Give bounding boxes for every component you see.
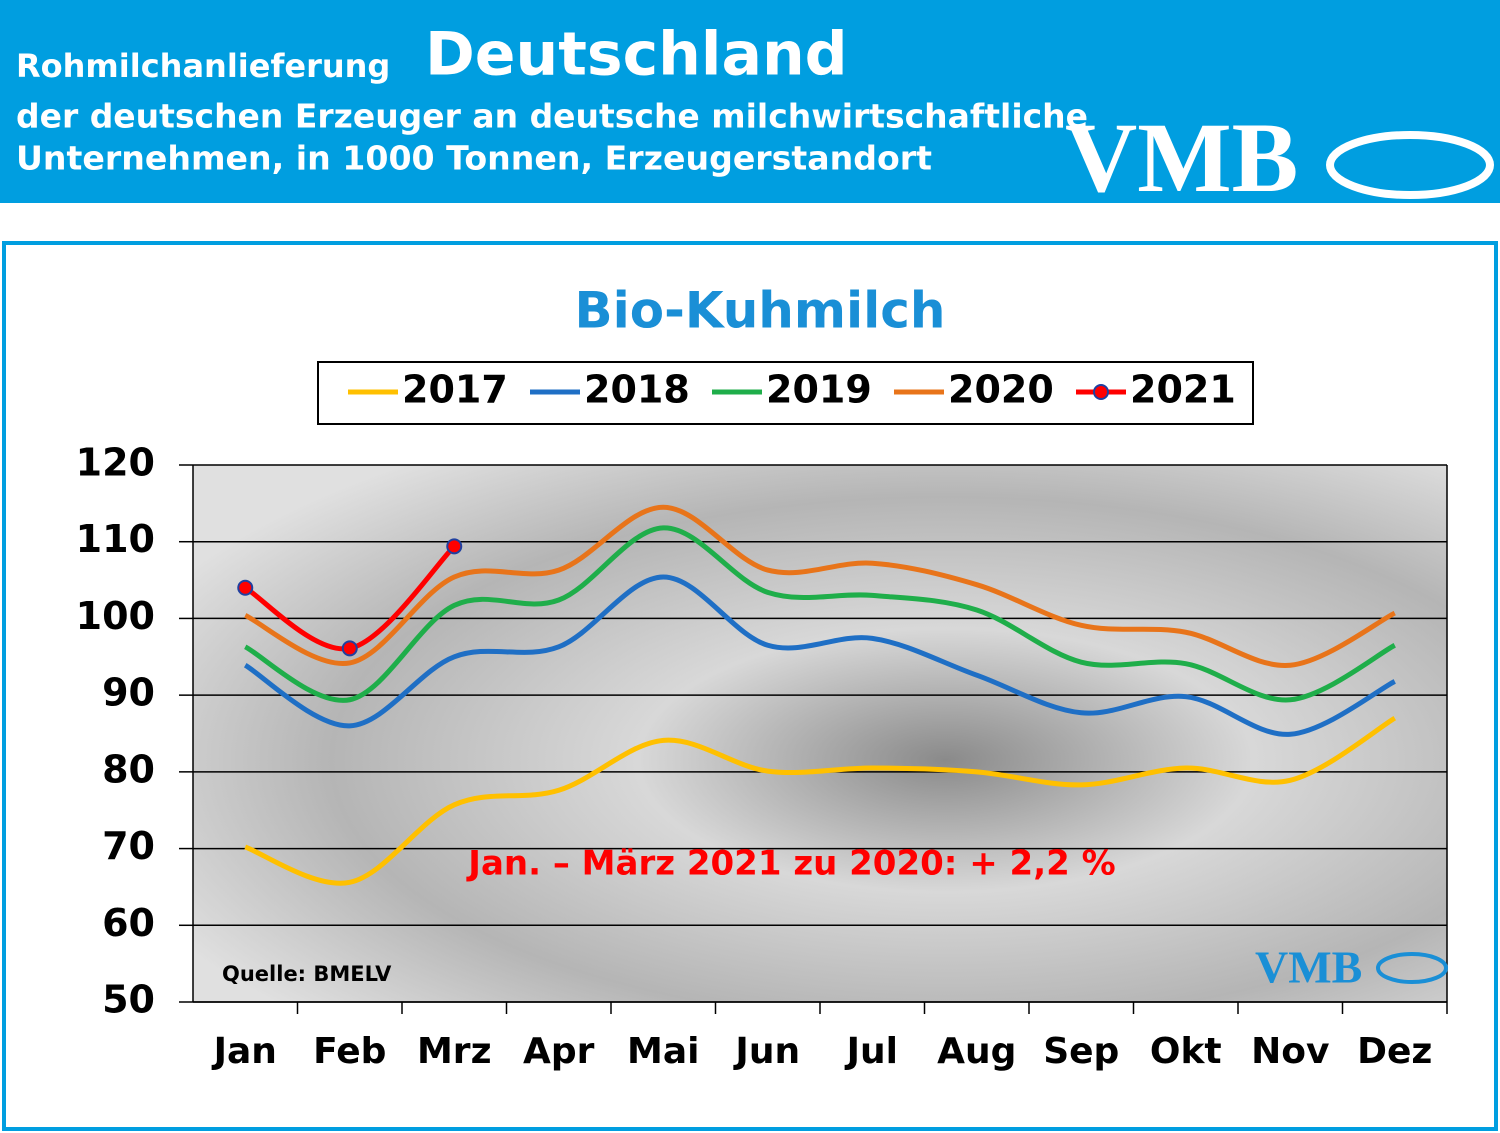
legend-label: 2019 bbox=[766, 368, 872, 412]
legend-label: 2021 bbox=[1130, 368, 1236, 412]
series-line bbox=[244, 716, 1397, 886]
legend-label: 2020 bbox=[948, 368, 1054, 412]
chart-title: Bio-Kuhmilch bbox=[574, 282, 945, 340]
header-band bbox=[0, 0, 1500, 203]
logo: VMB bbox=[1065, 102, 1298, 213]
annotation: Jan. – März 2021 zu 2020: + 2,2 % bbox=[466, 844, 1115, 884]
x-tick-label: Mrz bbox=[417, 1031, 492, 1072]
plot-area bbox=[193, 465, 1447, 1002]
point bbox=[237, 579, 254, 596]
y-tick-label: 90 bbox=[102, 671, 155, 715]
header-lead: Rohmilchanlieferung bbox=[16, 47, 390, 85]
header-line: Unternehmen, in 1000 Tonnen, Erzeugersta… bbox=[16, 139, 932, 178]
x-tick-label: Mai bbox=[627, 1031, 699, 1072]
y-tick-label: 120 bbox=[76, 441, 155, 485]
x-tick-label: Jan bbox=[211, 1031, 277, 1072]
point bbox=[446, 538, 463, 555]
series-line bbox=[243, 574, 1396, 737]
series-line bbox=[244, 525, 1396, 703]
watermark: VMB bbox=[1255, 942, 1362, 993]
header-title: Deutschland bbox=[425, 20, 848, 90]
point bbox=[341, 640, 358, 657]
x-tick-label: Sep bbox=[1043, 1031, 1119, 1072]
source: Quelle: BMELV bbox=[222, 962, 392, 986]
logo-swirl bbox=[1326, 131, 1494, 199]
series-line bbox=[244, 504, 1396, 668]
legend-label: 2017 bbox=[402, 368, 508, 412]
x-tick-label: Feb bbox=[313, 1031, 386, 1072]
y-tick-label: 100 bbox=[76, 594, 155, 638]
y-tick-label: 60 bbox=[102, 901, 155, 945]
y-tick-label: 110 bbox=[76, 517, 155, 561]
x-tick-label: Apr bbox=[523, 1031, 595, 1072]
x-tick-label: Okt bbox=[1150, 1031, 1222, 1072]
x-tick-label: Jun bbox=[732, 1031, 800, 1072]
x-tick-label: Dez bbox=[1357, 1031, 1432, 1072]
y-tick-label: 70 bbox=[102, 824, 155, 868]
watermark-swirl bbox=[1376, 952, 1448, 984]
legend-marker bbox=[1093, 384, 1109, 400]
legend-label: 2018 bbox=[584, 368, 690, 412]
y-tick-label: 50 bbox=[102, 978, 155, 1022]
x-tick-label: Jul bbox=[844, 1031, 898, 1072]
x-tick-label: Aug bbox=[937, 1031, 1016, 1072]
x-tick-label: Nov bbox=[1251, 1031, 1329, 1072]
header-line: der deutschen Erzeuger an deutsche milch… bbox=[16, 97, 1088, 136]
y-tick-label: 80 bbox=[102, 747, 155, 791]
